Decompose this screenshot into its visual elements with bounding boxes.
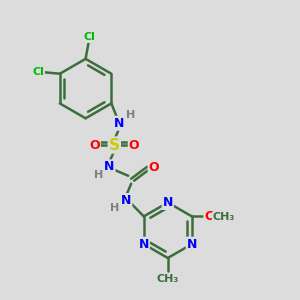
Text: O: O bbox=[148, 161, 159, 174]
Text: O: O bbox=[129, 139, 140, 152]
Text: N: N bbox=[163, 196, 173, 209]
Text: S: S bbox=[109, 137, 120, 152]
Text: N: N bbox=[187, 238, 197, 250]
Text: H: H bbox=[110, 203, 119, 214]
Text: H: H bbox=[125, 110, 135, 120]
Text: Cl: Cl bbox=[32, 67, 44, 77]
Text: O: O bbox=[204, 210, 215, 223]
Text: N: N bbox=[139, 238, 149, 250]
Text: CH₃: CH₃ bbox=[212, 212, 235, 222]
Text: N: N bbox=[121, 194, 131, 207]
Text: O: O bbox=[89, 139, 100, 152]
Text: N: N bbox=[114, 117, 124, 130]
Text: Cl: Cl bbox=[84, 32, 95, 42]
Text: CH₃: CH₃ bbox=[157, 274, 179, 284]
Text: N: N bbox=[104, 160, 115, 173]
Text: H: H bbox=[94, 170, 103, 180]
